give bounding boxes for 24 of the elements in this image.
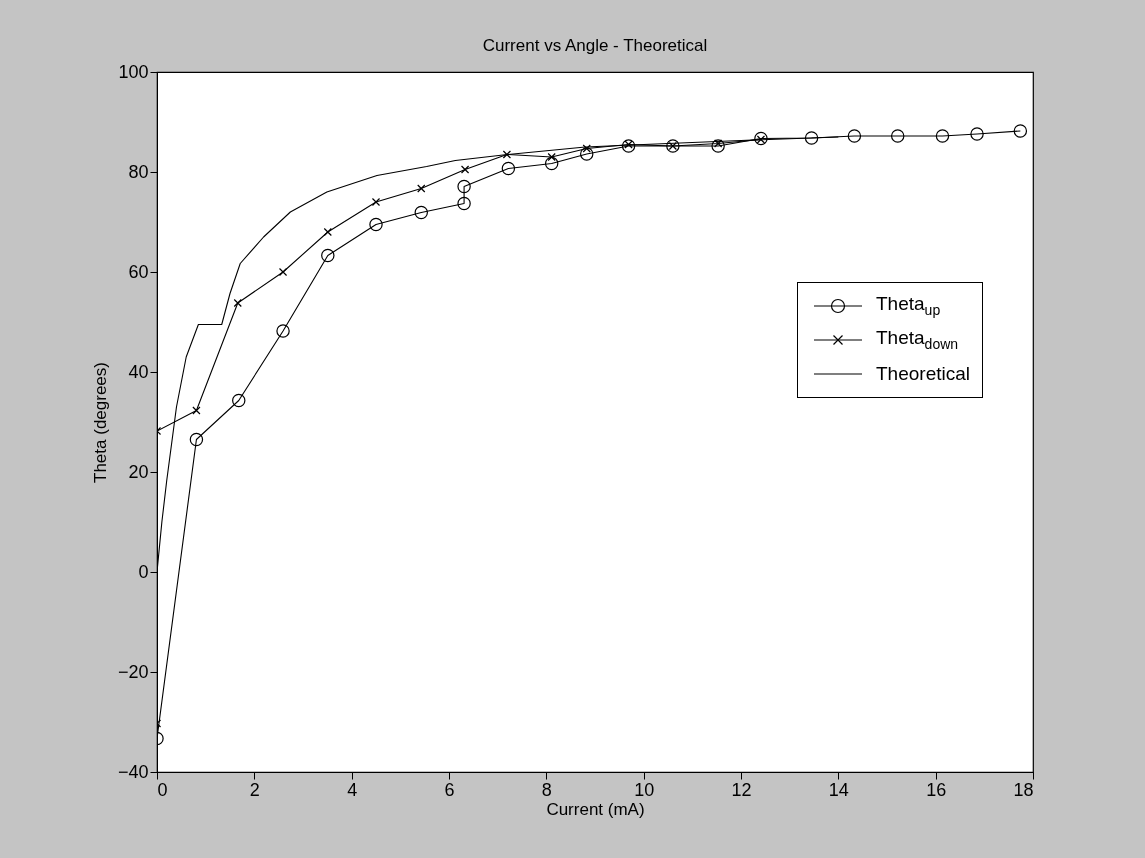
y-tick-label: 20 <box>128 461 149 482</box>
x-tick-label: 8 <box>541 779 552 800</box>
y-tick-label: 0 <box>138 561 149 582</box>
y-tick-label: 80 <box>128 161 149 182</box>
x-tick-label: 6 <box>444 779 455 800</box>
x-tick-label: 16 <box>926 779 947 800</box>
x-tick-label: 12 <box>731 779 752 800</box>
chart-title: Current vs Angle - Theoretical <box>482 36 708 55</box>
x-tick-label: 2 <box>249 779 260 800</box>
y-tick-label: 100 <box>118 61 149 82</box>
x-tick-label: 0 <box>157 779 168 800</box>
x-tick-label: 14 <box>828 779 849 800</box>
x-axis-title: Current (mA) <box>546 799 645 819</box>
x-tick-label: 4 <box>347 779 358 800</box>
y-axis-title: Theta (degrees) <box>90 362 110 483</box>
x-tick-label: 10 <box>634 779 655 800</box>
y-tick-label: −40 <box>117 761 149 782</box>
y-tick-label: −20 <box>117 661 149 682</box>
y-tick-label: 40 <box>128 361 149 382</box>
legend-label: Theoretical <box>876 362 970 386</box>
x-tick-label: 18 <box>1013 779 1034 800</box>
legend-label: Theta$_{up}$ <box>876 293 941 319</box>
legend-label: Theta$_{down}$ <box>876 327 959 353</box>
y-tick-label: 60 <box>128 261 149 282</box>
